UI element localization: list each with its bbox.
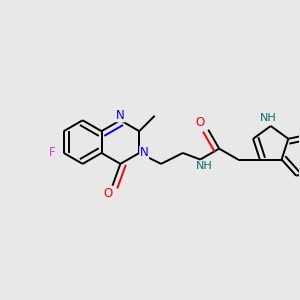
Text: O: O <box>103 187 112 200</box>
Text: F: F <box>49 146 55 160</box>
Text: NH: NH <box>260 113 277 123</box>
Text: O: O <box>196 116 205 129</box>
Text: NH: NH <box>196 161 213 171</box>
Text: N: N <box>116 109 125 122</box>
Text: N: N <box>140 146 148 160</box>
